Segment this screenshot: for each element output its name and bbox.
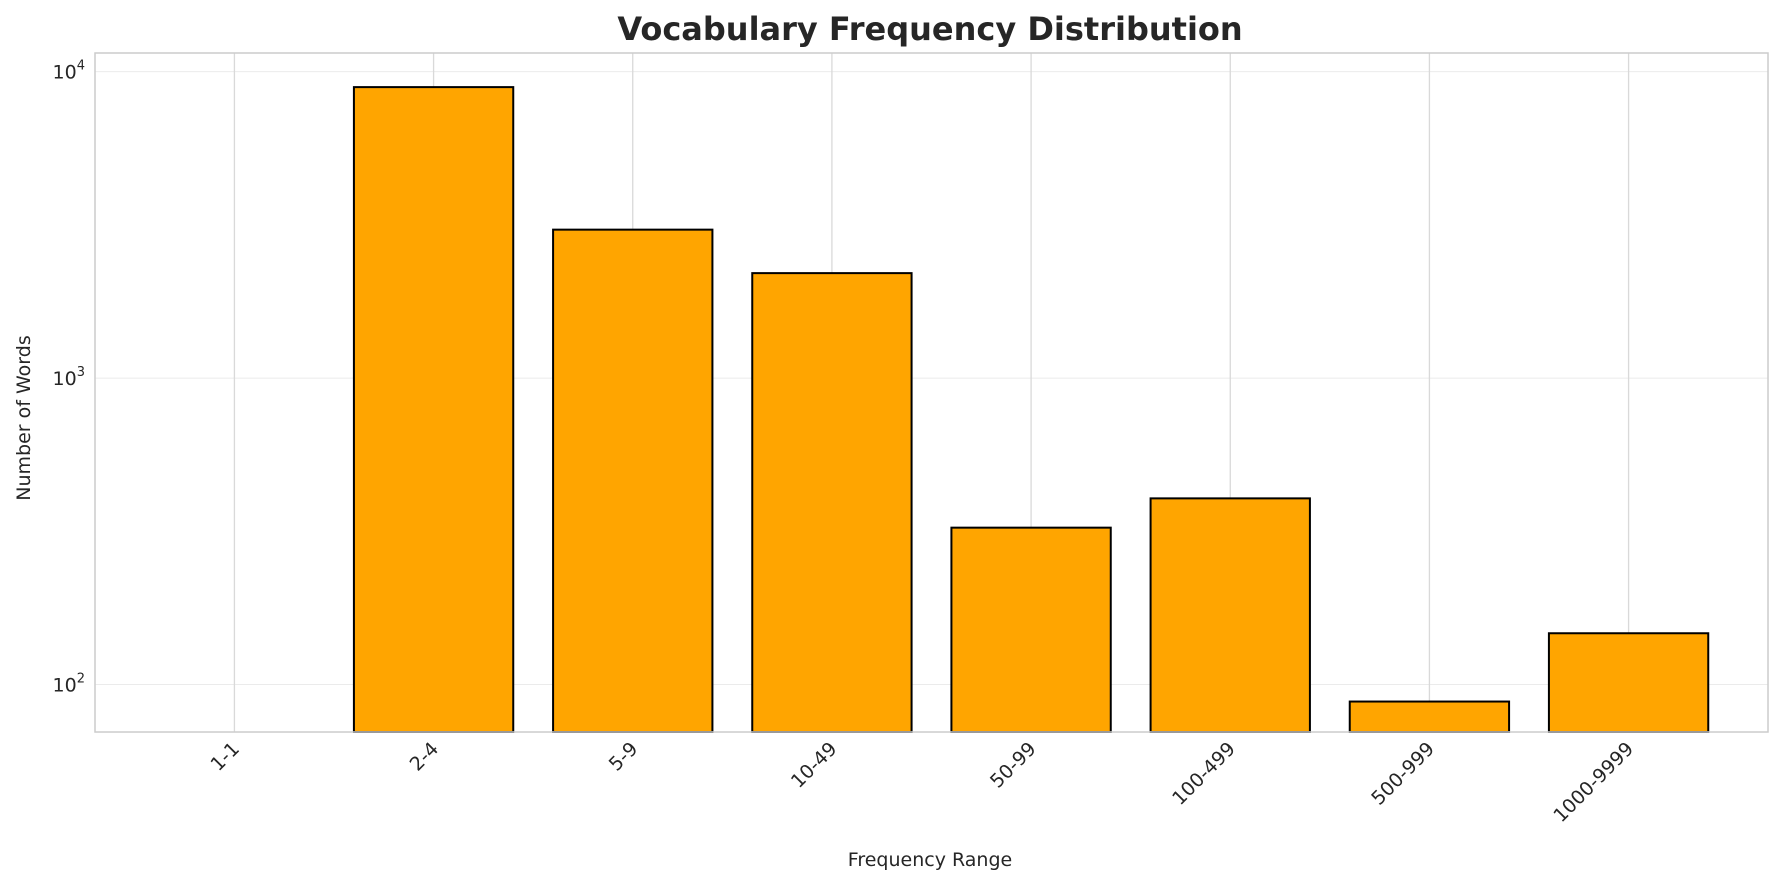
x-tick-label: 1-1 (206, 738, 244, 776)
bar-10-49 (751, 272, 913, 733)
x-tick-label: 100-499 (1168, 738, 1240, 810)
y-tick-label: 102 (53, 672, 85, 697)
bars (352, 86, 1710, 734)
y-tick-exponent: 4 (77, 59, 85, 74)
y-axis-label: Number of Words (13, 335, 35, 500)
bar-100-499 (1149, 497, 1311, 733)
x-tick-label: 50-99 (986, 738, 1041, 793)
x-tick-label: 1000-9999 (1549, 738, 1638, 827)
x-tick-label: 2-4 (406, 738, 444, 776)
y-tick-base: 10 (53, 62, 77, 84)
bar-5-9 (552, 228, 714, 733)
y-tick-exponent: 2 (77, 672, 85, 687)
x-axis-label: Frequency Range (848, 849, 1012, 871)
x-axis-ticks: 1-1 2-4 5-9 10-49 50-99 100-499 500-999 1000-99… (206, 738, 1638, 827)
y-tick-exponent: 3 (77, 365, 85, 380)
bar-500-999 (1348, 700, 1511, 733)
x-tick-label: 10-49 (787, 738, 842, 793)
y-tick-label: 104 (53, 59, 85, 84)
x-tick-label: 5-9 (605, 738, 643, 776)
plot-frame (94, 52, 1769, 733)
bar-2-4 (352, 86, 515, 734)
y-tick-base: 10 (53, 675, 77, 697)
chart-title: Vocabulary Frequency Distribution (617, 10, 1242, 48)
y-tick-base: 10 (53, 368, 77, 390)
grid-lines (95, 53, 1768, 732)
bar-50-99 (950, 526, 1112, 733)
bar-1000-9999 (1547, 632, 1710, 733)
y-tick-label: 103 (53, 365, 85, 390)
x-tick-label: 500-999 (1367, 738, 1439, 810)
